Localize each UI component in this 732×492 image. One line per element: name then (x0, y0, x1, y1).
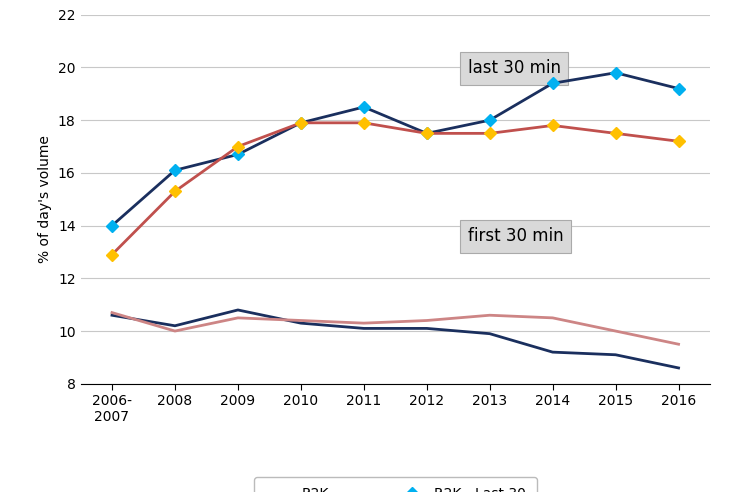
Text: first 30 min: first 30 min (468, 227, 564, 245)
Y-axis label: % of day's volume: % of day's volume (38, 135, 53, 263)
Legend: R2K, S&P500, R2K - Last 30, S&P - Last 30: R2K, S&P500, R2K - Last 30, S&P - Last 3… (254, 477, 537, 492)
Text: last 30 min: last 30 min (468, 59, 561, 77)
